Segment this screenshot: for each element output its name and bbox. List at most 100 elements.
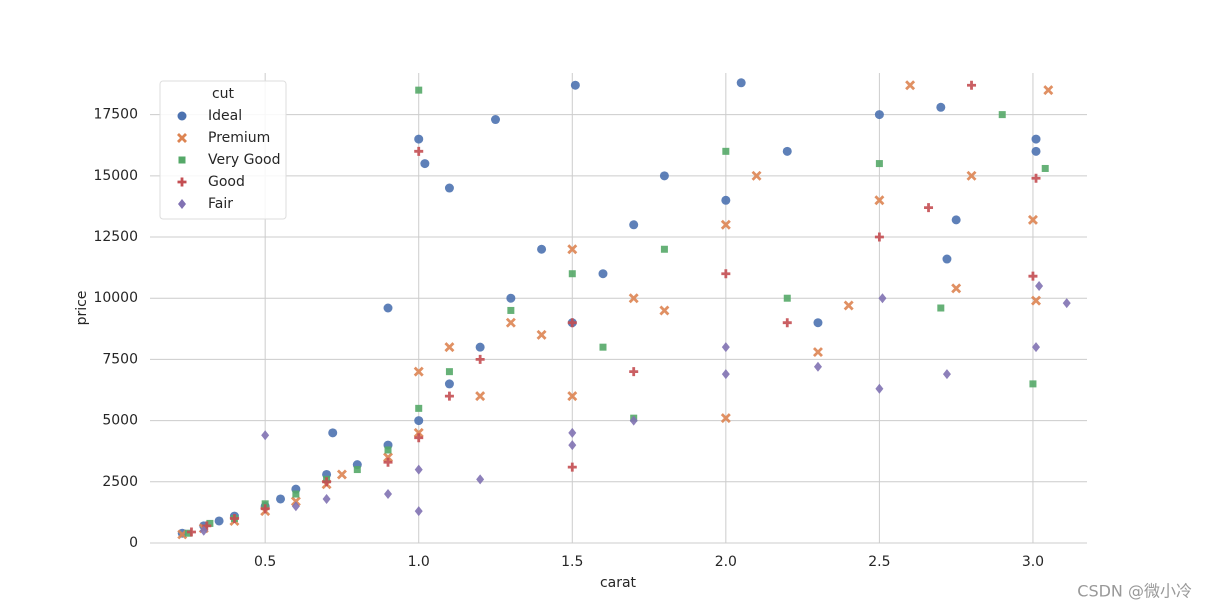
point: [415, 404, 423, 412]
point: [186, 527, 196, 537]
point: [1028, 271, 1038, 281]
point: [568, 270, 576, 278]
y-tick-label: 12500: [93, 229, 138, 245]
point: [414, 146, 424, 156]
point: [383, 452, 394, 463]
point: [721, 269, 731, 279]
point: [813, 361, 822, 372]
point: [599, 343, 607, 351]
point: [812, 347, 823, 358]
point: [413, 427, 424, 438]
point: [1031, 146, 1041, 156]
point: [415, 86, 423, 94]
point: [951, 215, 961, 225]
x-tick-label: 1.5: [561, 554, 583, 570]
legend-marker: [177, 133, 187, 143]
point: [721, 369, 730, 380]
point: [874, 195, 885, 206]
point: [722, 147, 730, 155]
point: [1043, 85, 1054, 96]
point: [567, 244, 578, 255]
point: [1031, 173, 1041, 183]
point: [878, 293, 887, 304]
point: [537, 244, 547, 254]
legend-label: Fair: [208, 196, 233, 212]
point: [507, 306, 515, 314]
legend-label: Good: [208, 174, 245, 190]
y-tick-label: 5000: [102, 413, 138, 429]
point: [924, 203, 934, 213]
legend-marker: [177, 177, 187, 187]
point: [353, 466, 361, 474]
y-tick-label: 0: [129, 535, 138, 551]
y-axis-label: price: [74, 291, 90, 326]
point: [628, 293, 639, 304]
x-tick-label: 3.0: [1022, 554, 1044, 570]
point: [936, 102, 946, 112]
point: [336, 469, 347, 480]
point: [328, 428, 338, 438]
point: [782, 318, 792, 328]
point: [875, 383, 884, 394]
point: [843, 300, 854, 311]
x-axis-label: carat: [600, 575, 637, 591]
point: [475, 354, 485, 364]
point: [967, 80, 977, 90]
legend-label: Ideal: [208, 108, 242, 124]
point: [444, 183, 454, 193]
point: [476, 474, 485, 485]
point: [1062, 298, 1071, 309]
x-tick-label: 2.5: [868, 554, 890, 570]
point: [1032, 342, 1041, 353]
point: [414, 416, 424, 426]
point: [783, 294, 791, 302]
point: [751, 170, 762, 181]
point: [721, 195, 731, 205]
point: [322, 477, 332, 487]
point: [491, 115, 501, 125]
x-tick-label: 1.0: [408, 554, 430, 570]
x-tick-label: 0.5: [254, 554, 276, 570]
point: [206, 519, 214, 527]
legend-title: cut: [212, 86, 235, 102]
point: [905, 80, 916, 91]
point: [292, 490, 300, 498]
point: [659, 305, 670, 316]
point: [942, 369, 951, 380]
point: [570, 80, 580, 90]
point: [444, 342, 455, 353]
point: [229, 514, 239, 524]
point: [567, 462, 577, 472]
point: [942, 254, 952, 264]
point: [937, 304, 945, 312]
point: [1031, 134, 1041, 144]
point: [383, 303, 393, 313]
point: [260, 504, 270, 514]
point: [568, 427, 577, 438]
point: [414, 464, 423, 475]
x-tick-label: 2.0: [715, 554, 737, 570]
point: [874, 232, 884, 242]
point: [276, 494, 286, 504]
point: [951, 283, 962, 294]
point: [414, 134, 424, 144]
point: [384, 489, 393, 500]
point: [420, 159, 430, 169]
legend-label: Premium: [208, 130, 270, 146]
legend-marker: [178, 156, 186, 164]
point: [874, 110, 884, 120]
legend-marker: [177, 111, 187, 121]
point: [721, 342, 730, 353]
point: [414, 433, 424, 443]
point: [629, 415, 638, 426]
point: [567, 318, 577, 328]
point: [505, 317, 516, 328]
point: [629, 220, 639, 230]
y-tick-label: 17500: [93, 107, 138, 123]
point: [444, 391, 454, 401]
y-tick-label: 7500: [102, 351, 138, 367]
y-tick-label: 2500: [102, 474, 138, 490]
point: [1027, 214, 1038, 225]
point: [875, 160, 883, 168]
